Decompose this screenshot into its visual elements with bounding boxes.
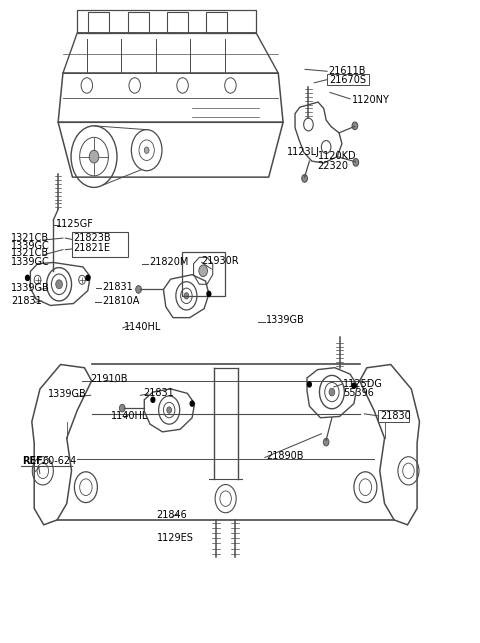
Text: 21831: 21831 xyxy=(103,282,133,292)
Text: 1321CB: 1321CB xyxy=(11,248,49,258)
Text: 1125DG: 1125DG xyxy=(343,379,383,389)
Circle shape xyxy=(120,404,125,412)
Circle shape xyxy=(184,293,189,299)
Text: REF.: REF. xyxy=(22,457,45,466)
Circle shape xyxy=(56,280,62,289)
Text: 1321CB: 1321CB xyxy=(11,233,49,243)
Text: 1339GC: 1339GC xyxy=(11,257,50,267)
Text: 1339GB: 1339GB xyxy=(11,283,50,293)
Circle shape xyxy=(323,439,329,446)
Text: 1125GF: 1125GF xyxy=(56,219,94,229)
Circle shape xyxy=(167,407,171,413)
Circle shape xyxy=(190,401,194,406)
Text: 21831: 21831 xyxy=(11,296,42,306)
Text: 21830: 21830 xyxy=(380,411,410,421)
Circle shape xyxy=(136,285,142,293)
Circle shape xyxy=(199,265,207,276)
Circle shape xyxy=(89,150,99,163)
Text: 21670S: 21670S xyxy=(329,75,366,85)
Circle shape xyxy=(353,159,359,167)
Bar xyxy=(128,12,149,33)
Text: 1120NY: 1120NY xyxy=(351,95,389,105)
Bar xyxy=(88,12,109,33)
Text: 21890B: 21890B xyxy=(266,451,304,460)
Text: 55396: 55396 xyxy=(343,388,374,399)
Circle shape xyxy=(352,122,358,130)
Text: 1339GB: 1339GB xyxy=(266,315,305,325)
Circle shape xyxy=(352,383,356,388)
Circle shape xyxy=(308,382,312,387)
Circle shape xyxy=(144,147,149,154)
Bar xyxy=(327,74,369,86)
Text: 21930R: 21930R xyxy=(201,255,239,266)
Circle shape xyxy=(329,388,335,396)
Bar xyxy=(167,12,188,33)
Text: 21846: 21846 xyxy=(157,511,188,520)
Circle shape xyxy=(302,174,308,182)
Text: 1140HL: 1140HL xyxy=(111,411,148,421)
Text: 21831: 21831 xyxy=(144,388,174,399)
Text: 1339GC: 1339GC xyxy=(11,241,50,251)
Text: 21821E: 21821E xyxy=(73,242,110,253)
Circle shape xyxy=(151,397,155,403)
Text: 1129ES: 1129ES xyxy=(157,533,193,543)
Bar xyxy=(181,252,225,296)
Text: 22320: 22320 xyxy=(318,161,348,170)
Circle shape xyxy=(25,275,29,280)
Bar xyxy=(378,410,409,422)
Bar xyxy=(72,232,128,257)
Text: 1123LJ: 1123LJ xyxy=(287,147,320,157)
Text: 1339GB: 1339GB xyxy=(48,389,86,399)
Text: 1120KD: 1120KD xyxy=(318,151,356,161)
Text: 21611B: 21611B xyxy=(328,66,366,76)
Text: 21810A: 21810A xyxy=(103,296,140,306)
Circle shape xyxy=(207,291,211,296)
Circle shape xyxy=(86,275,90,280)
Text: 21820M: 21820M xyxy=(149,257,189,267)
Text: 60-624: 60-624 xyxy=(42,457,77,466)
Bar xyxy=(206,12,227,33)
Text: 21823B: 21823B xyxy=(73,233,111,243)
Text: 21910B: 21910B xyxy=(91,374,128,385)
Text: 1140HL: 1140HL xyxy=(124,322,162,332)
